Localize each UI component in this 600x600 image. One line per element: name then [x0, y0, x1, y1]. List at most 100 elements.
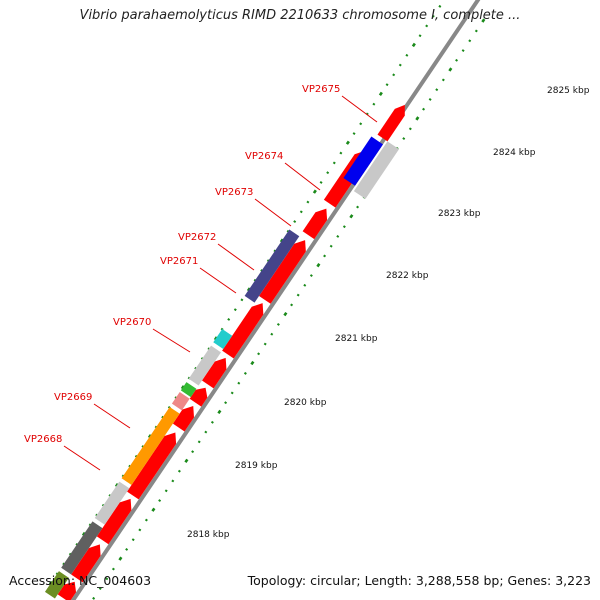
scale-tick: [111, 567, 115, 571]
sequence-tick: [359, 122, 363, 126]
scale-tick: [448, 67, 453, 72]
scale-tick: [342, 225, 346, 229]
scale-tick: [197, 440, 201, 444]
scale-tick: [191, 450, 195, 454]
cds-arrow: [172, 405, 195, 432]
scale-tick: [290, 303, 294, 307]
scale-ticks: [48, 4, 486, 600]
scale-tick: [276, 323, 280, 326]
scale-label: 2823 kbp: [438, 209, 481, 219]
map-labels: 2818 kbp 2819 kbp 2820 kbp 2821 kbp 2822 kbp…: [24, 84, 590, 540]
scale-tick: [316, 263, 321, 268]
gene-leader-line: [63, 445, 101, 471]
sequence-tick: [411, 42, 416, 48]
sequence-tick: [55, 572, 59, 576]
scale-tick: [125, 548, 129, 551]
scale-tick: [151, 507, 156, 512]
scale-tick: [237, 381, 241, 385]
scale-label: 2822 kbp: [386, 271, 429, 281]
scale-tick: [296, 293, 300, 297]
gene-label: VP2675: [302, 84, 340, 95]
scale-tick: [468, 39, 472, 43]
gene-label: VP2670: [113, 317, 151, 328]
scale-tick: [422, 107, 426, 111]
cds-arrow: [57, 581, 77, 600]
scale-tick: [138, 528, 142, 532]
gene-leader-line: [254, 198, 292, 227]
cds-arrow: [96, 498, 132, 545]
sequence-tick: [319, 181, 323, 184]
scale-label: 2818 kbp: [187, 530, 230, 540]
topology-summary: Topology: circular; Length: 3,288,558 bp…: [247, 573, 591, 588]
scale-tick: [204, 430, 208, 434]
scale-label: 2821 kbp: [335, 334, 378, 344]
scale-tick: [217, 409, 222, 415]
sequence-tick: [385, 83, 389, 87]
reverse-cds-arrow: [377, 104, 405, 142]
scale-tick: [210, 420, 214, 424]
scale-tick: [455, 58, 459, 62]
scale-tick: [184, 458, 189, 463]
cds-arrow: [71, 544, 101, 583]
sequence-tick: [345, 140, 350, 145]
sequence-tick: [352, 132, 356, 135]
scale-tick: [105, 577, 109, 581]
sequence-tick: [48, 580, 53, 586]
sequence-tick: [405, 53, 409, 57]
sequence-tick: [339, 151, 343, 155]
cds-arrow: [127, 432, 177, 500]
scale-tick: [441, 78, 445, 82]
scale-tick: [415, 116, 420, 121]
cds-arrow: [259, 240, 306, 304]
gene-block-vp2670: [121, 406, 180, 485]
scale-tick: [303, 283, 307, 287]
gene-block-vp2669: [94, 481, 130, 525]
scale-tick: [250, 360, 255, 366]
sequence-tick: [279, 238, 284, 243]
scale-tick: [474, 29, 478, 33]
scale-tick: [257, 352, 261, 356]
scale-tick: [435, 88, 439, 92]
sequence-tick: [306, 200, 310, 204]
scale-label: 2820 kbp: [284, 398, 327, 408]
scale-tick: [158, 499, 162, 502]
sequence-tick: [293, 220, 297, 224]
gene-block-olive: [44, 571, 69, 599]
scale-tick: [309, 274, 313, 277]
gene-label: VP2674: [245, 151, 283, 162]
sequence-tick: [332, 161, 336, 165]
scale-label: 2824 kbp: [493, 148, 536, 158]
scale-tick: [408, 127, 412, 131]
scale-tick: [164, 489, 168, 493]
scale-tick: [402, 137, 406, 141]
scale-tick: [481, 18, 486, 23]
sequence-tick: [312, 189, 317, 194]
scale-tick: [329, 244, 333, 248]
gene-label: VP2669: [54, 392, 92, 403]
gene-block-vp2673: [188, 345, 221, 386]
scale-tick: [177, 469, 181, 473]
scale-label: 2819 kbp: [235, 461, 278, 471]
cds-arrow: [189, 387, 208, 407]
gene-leader-line: [284, 162, 321, 191]
sequence-tick: [398, 63, 402, 67]
gene-block-vp2671: [171, 392, 190, 411]
sequence-tick: [425, 24, 429, 28]
sequence-tick: [372, 102, 376, 106]
scale-tick: [356, 205, 360, 209]
sequence-tick: [121, 474, 125, 478]
gene-leader-line: [217, 243, 255, 271]
scale-tick: [243, 371, 247, 375]
scale-tick: [428, 98, 432, 101]
scale-tick: [283, 311, 288, 317]
sequence-tick: [227, 317, 231, 321]
sequence-tick: [418, 34, 422, 38]
sequence-tick: [378, 91, 383, 96]
gene-leader-line: [199, 267, 237, 294]
reverse-gene-blue: [343, 136, 383, 186]
gene-label: VP2671: [160, 256, 198, 267]
sequence-tick: [299, 210, 303, 214]
gene-block-vp2672: [180, 382, 197, 398]
sequence-tick: [266, 259, 270, 263]
